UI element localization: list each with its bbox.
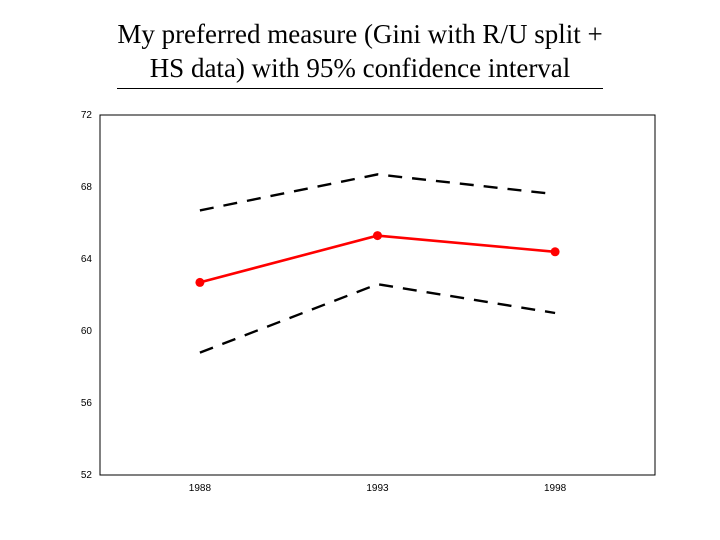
- chart: 52 56 60 64 68 72 1988 1993 1998: [60, 110, 660, 505]
- y-tick-label: 60: [81, 326, 93, 337]
- y-tick-label: 72: [81, 110, 93, 121]
- chart-title: My preferred measure (Gini with R/U spli…: [0, 18, 720, 89]
- y-tick-label: 52: [81, 470, 93, 481]
- plot-area: [100, 115, 655, 475]
- x-tick-label: 1998: [544, 483, 567, 494]
- slide: My preferred measure (Gini with R/U spli…: [0, 0, 720, 540]
- marker-point-estimate: [373, 231, 382, 240]
- marker-point-estimate: [551, 247, 560, 256]
- title-line-2: HS data) with 95% confidence interval: [150, 53, 571, 83]
- y-tick-label: 56: [81, 398, 93, 409]
- y-tick-label: 64: [81, 254, 93, 265]
- title-line-1: My preferred measure (Gini with R/U spli…: [117, 19, 602, 49]
- x-tick-label: 1988: [189, 483, 212, 494]
- x-tick-label: 1993: [366, 483, 389, 494]
- marker-point-estimate: [195, 278, 204, 287]
- y-tick-label: 68: [81, 182, 93, 193]
- chart-svg: 52 56 60 64 68 72 1988 1993 1998: [60, 110, 660, 505]
